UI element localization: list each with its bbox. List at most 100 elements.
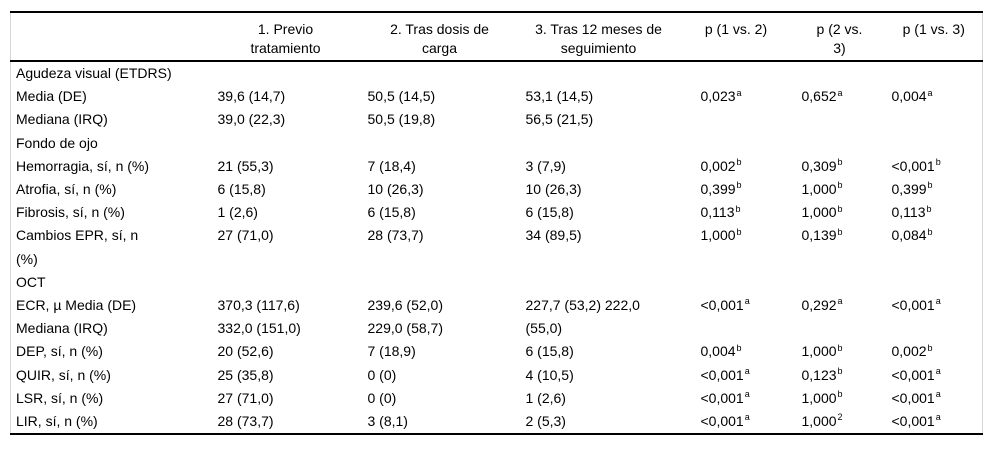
table-cell: <0,001a [679, 387, 794, 410]
cell-line: 1 (2,6) [525, 389, 566, 406]
table-cell [519, 61, 679, 85]
p-value: 0,292 [801, 297, 837, 314]
footnote-marker: a [744, 412, 750, 423]
cell-line: 0,399b [701, 178, 792, 201]
cell-line: 0 (0) [367, 389, 397, 406]
cell-line: Mediana (IRQ) [16, 320, 108, 337]
table-cell: 6 (15,8) [519, 340, 679, 363]
row-label: Hemorragia, sí, n (%) [11, 155, 211, 178]
p-value: 0,113 [891, 204, 926, 221]
cell-line: 1,000b [802, 340, 884, 363]
p-value: <0,001 [891, 366, 935, 383]
table-cell: 10 (26,3) [519, 178, 679, 201]
cell-line: 1,000b [701, 224, 792, 247]
p-value: 1,000 [801, 413, 837, 430]
cell-line: 10 (26,3) [367, 181, 424, 198]
cell-line: p (1 vs. 2) [704, 21, 768, 37]
p-value: 0,399 [891, 181, 927, 198]
cell-line: 7 (18,4) [367, 157, 416, 174]
table-cell: 370,3 (117,6) 332,0 (151,0) [211, 294, 361, 340]
footnote-marker: b [736, 180, 742, 191]
footnote-marker: b [736, 342, 742, 353]
table-cell: 1,000b [794, 178, 886, 201]
table-cell: 3 (7,9) [519, 155, 679, 178]
cell-line: 1,000b [802, 387, 884, 410]
cell-line: Cambios EPR, sí, n [16, 227, 139, 244]
table-cell: <0,001a [679, 410, 794, 434]
cell-line: 28 (73,7) [367, 227, 424, 244]
row-label: QUIR, sí, n (%) [11, 364, 211, 387]
column-header: 1. Previo tratamiento [210, 12, 361, 62]
cell-line: Agudeza visual (ETDRS) [16, 65, 172, 81]
cell-line: OCT [16, 273, 46, 290]
p-value: <0,001 [891, 157, 935, 174]
cell-line: 0,309b [802, 155, 884, 178]
table-cell: 1 (2,6) [519, 387, 679, 410]
footnote-marker: b [837, 389, 843, 400]
p-value: <0,001 [700, 413, 744, 430]
cell-line: 4 (10,5) [525, 366, 574, 383]
table-cell: 0,652a [794, 85, 886, 108]
table-cell: <0,001a [886, 294, 983, 340]
table-cell: 239,6 (52,0) 229,0 (58,7) [361, 294, 519, 340]
cell-line: 0,023a [701, 85, 792, 108]
row-label: Media (DE) [11, 85, 211, 108]
table-cell: 1,0002 [794, 410, 886, 434]
cell-line: 0,004b [701, 340, 792, 363]
cell-line: p (2 vs. [816, 21, 863, 37]
table-cell: 50,5 (14,5) [361, 85, 519, 108]
table-cell: 1,000b [794, 340, 886, 363]
cell-line: 10 (26,3) [525, 181, 582, 198]
cell-line: 34 (89,5) [525, 227, 582, 244]
table-cell [886, 61, 983, 85]
table-cell: 1 (2,6) [211, 201, 361, 224]
table-cell: 6 (15,8) [519, 201, 679, 224]
footnote-marker: b [736, 157, 742, 168]
cell-line: 50,5 (14,5) [367, 88, 436, 105]
cell-line: Media (DE) [16, 88, 87, 105]
cell-line: 0,399b [892, 178, 981, 201]
cell-line: 0,123b [802, 364, 884, 387]
table-cell: 27 (71,0) [211, 387, 361, 410]
cell-line: 1,000b [802, 201, 884, 224]
table-row: Media (DE) 39,6 (14,7) 50,5 (14,5) 53,1 (14… [11, 85, 983, 108]
cell-line: <0,001a [892, 387, 981, 410]
footnote-marker: a [935, 412, 941, 423]
table-cell: 25 (35,8) [211, 364, 361, 387]
table-cell [361, 271, 519, 294]
table-cell: 1,000b [794, 387, 886, 410]
table-cell [519, 271, 679, 294]
table-cell: 0,084b [886, 224, 983, 270]
table-cell: <0,001a [886, 410, 983, 434]
footnote-marker: a [744, 365, 750, 376]
table-cell: 0,002b [886, 340, 983, 363]
footnote-marker: a [744, 389, 750, 400]
table-cell [886, 271, 983, 294]
footnote-marker: a [744, 296, 750, 307]
table-cell: 0 (0) [361, 387, 519, 410]
footnote-marker: 2 [837, 412, 843, 423]
row-label: Cambios EPR, sí, n (%) [11, 224, 211, 270]
table-cell: 39,0 (22,3) [211, 108, 361, 131]
table-cell [361, 61, 519, 85]
table-cell: <0,001a [886, 364, 983, 387]
cell-line: 56,5 (21,5) [525, 111, 594, 128]
cell-line: 1. Previo [257, 21, 314, 37]
column-header: 2. Tras dosis de carga [360, 12, 519, 62]
table-cell: 3 (8,1) [361, 410, 519, 434]
cell-line: 3. Tras 12 meses de [535, 21, 662, 37]
cell-line: 21 (55,3) [217, 157, 274, 174]
row-label: Atrofia, sí, n (%) [11, 178, 211, 201]
cell-line: 6 (15,8) [367, 204, 416, 221]
row-label: LSR, sí, n (%) [11, 387, 211, 410]
cell-line: 6 (15,8) [217, 181, 266, 198]
section-row: OCT [11, 271, 983, 294]
footnote-marker: a [927, 87, 933, 98]
table-cell [519, 132, 679, 155]
table-row: ECR, µ Media (DE) Mediana (IRQ) 370,3 (117… [11, 294, 983, 340]
table-cell: 56,5 (21,5) [519, 108, 679, 131]
table-cell [211, 271, 361, 294]
cell-line: LSR, sí, n (%) [16, 389, 104, 406]
cell-line: (%) [16, 250, 38, 267]
table-cell [679, 132, 794, 155]
